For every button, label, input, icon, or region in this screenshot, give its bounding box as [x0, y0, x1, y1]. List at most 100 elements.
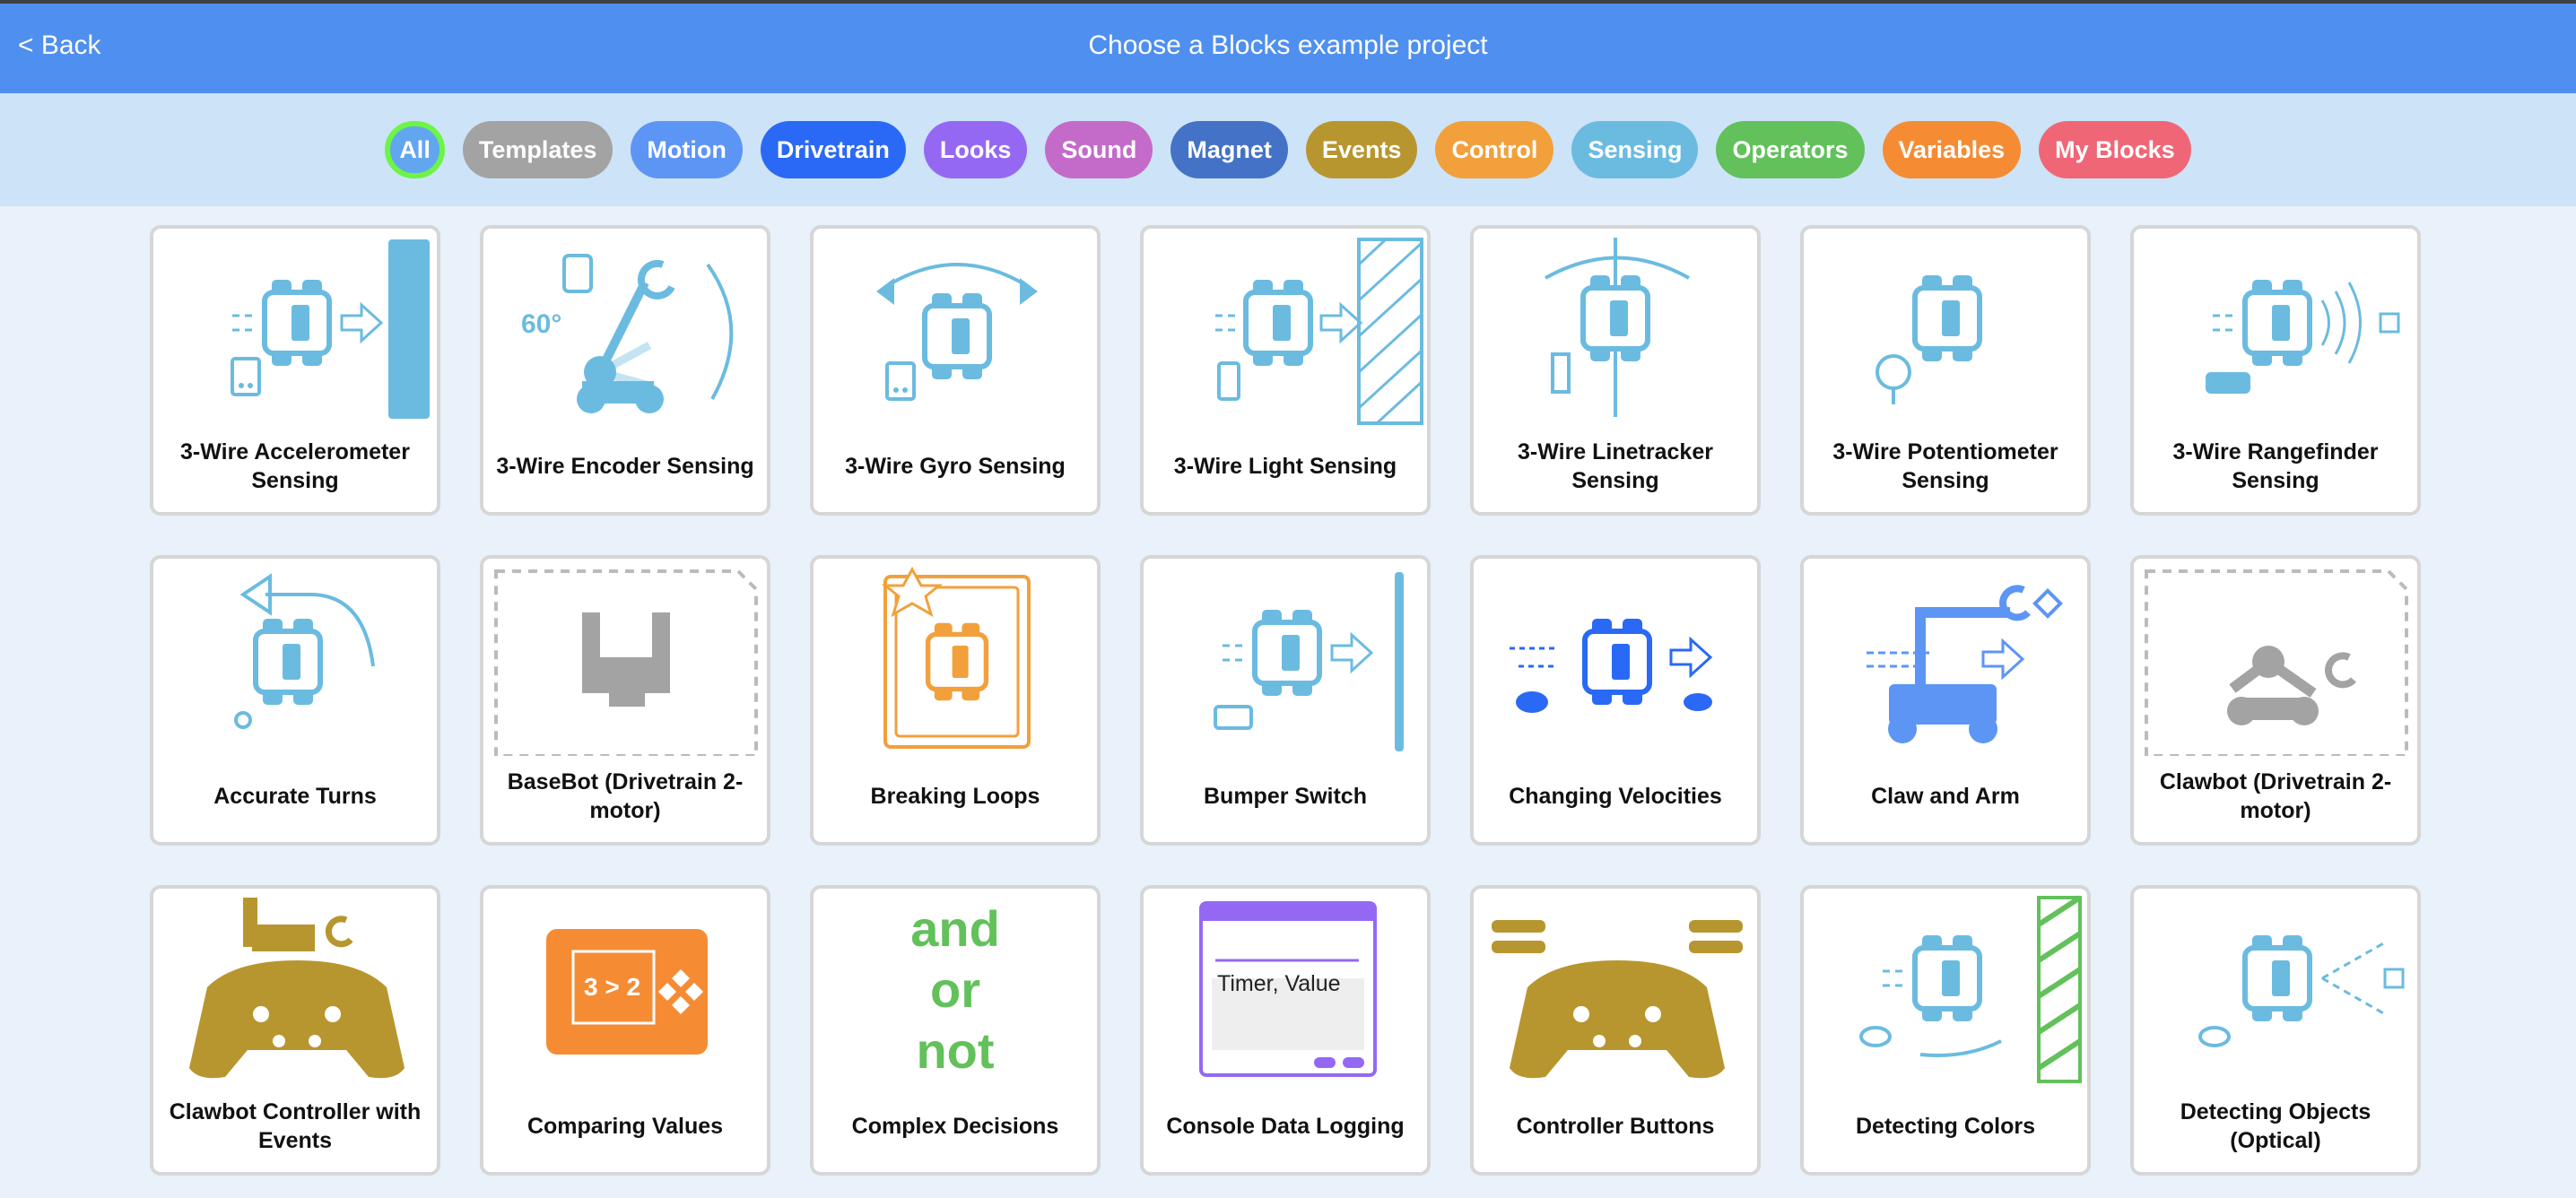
project-card-3-wire-encoder-sensing[interactable]: 60° 3-Wire Encoder Sensing [480, 225, 770, 516]
controller-clawbot-icon [189, 898, 405, 1079]
filter-operators[interactable]: Operators [1716, 121, 1865, 178]
project-card-clawbot-controller-with-events[interactable]: Clawbot Controller with Events [150, 885, 440, 1176]
project-card-label: Controller Buttons [1516, 1114, 1715, 1139]
project-card-changing-velocities[interactable]: Changing Velocities [1470, 555, 1761, 846]
project-card-label: Breaking Loops [870, 784, 1040, 809]
project-card-claw-and-arm[interactable]: Claw and Arm [1800, 555, 2091, 846]
claw-arm-icon [1867, 585, 2063, 743]
robot-knob-icon [1875, 275, 1982, 404]
robot-icon [1580, 275, 1650, 361]
filter-events[interactable]: Events [1305, 121, 1418, 178]
loop-robot-icon [881, 566, 1031, 749]
template-clawbot-icon [2145, 569, 2408, 756]
project-card-label: 3-Wire Encoder Sensing [496, 454, 754, 479]
robot-icon [2242, 935, 2312, 1021]
project-card-label: Comparing Values [527, 1114, 724, 1139]
project-card-label: Bumper Switch [1204, 784, 1367, 809]
project-card-label: BaseBot (Drivetrain 2-motor) [507, 769, 744, 823]
project-card-label: 3-Wire Gyro Sensing [845, 454, 1066, 479]
robot-wall-icon [231, 239, 430, 419]
robot-icon [925, 622, 989, 701]
robot-speed-icon [1510, 619, 1713, 713]
project-card-basebot-drivetrain-2-motor[interactable]: BaseBot (Drivetrain 2-motor) [480, 555, 770, 846]
robot-icon [1243, 280, 1313, 366]
arm-angle-icon [562, 254, 734, 413]
brain-screen-icon [546, 929, 708, 1055]
robot-icon [1912, 935, 1982, 1021]
project-card-label: 3-Wire Accelerometer Sensing [180, 439, 410, 493]
robot-rotate-icon [876, 263, 1038, 401]
robot-icon [1912, 275, 1982, 361]
robot-bumper-icon [1214, 572, 1404, 751]
console-window-icon [1199, 901, 1377, 1077]
project-card-3-wire-accelerometer-sensing[interactable]: 3-Wire Accelerometer Sensing [150, 225, 440, 516]
project-card-label: 3-Wire Linetracker Sensing [1518, 439, 1713, 493]
filter-variables[interactable]: Variables [1882, 121, 2022, 178]
project-card-label: 3-Wire Potentiometer Sensing [1832, 439, 2058, 493]
robot-optical-icon [2198, 935, 2405, 1047]
filter-drivetrain[interactable]: Drivetrain [760, 121, 906, 178]
robot-icon [2242, 280, 2312, 366]
filter-magnet[interactable]: Magnet [1171, 121, 1288, 178]
robot-turn-icon [234, 573, 375, 729]
project-card-complex-decisions[interactable]: and or not Complex Decisions [810, 885, 1101, 1176]
filter-sound[interactable]: Sound [1045, 121, 1153, 178]
project-card-label: Complex Decisions [851, 1114, 1059, 1139]
project-card-accurate-turns[interactable]: Accurate Turns [150, 555, 440, 846]
project-card-label: Claw and Arm [1871, 784, 2020, 809]
filter-sensing[interactable]: Sensing [1571, 121, 1699, 178]
project-card-label: Clawbot Controller with Events [169, 1099, 422, 1153]
sensor-icon [885, 361, 916, 401]
logic-word: and [910, 900, 1000, 957]
project-card-label: Detecting Colors [1855, 1114, 2036, 1139]
robot-icon [1582, 619, 1652, 705]
project-card-breaking-loops[interactable]: Breaking Loops [810, 555, 1101, 846]
project-card-label: Accurate Turns [213, 784, 377, 809]
project-card-3-wire-potentiometer-sensing[interactable]: 3-Wire Potentiometer Sensing [1800, 225, 2091, 516]
controller-icon [1492, 920, 1743, 1079]
project-card-label: Console Data Logging [1166, 1114, 1405, 1139]
back-button[interactable]: < Back [18, 30, 101, 60]
filter-my-blocks[interactable]: My Blocks [2039, 121, 2191, 178]
illustration-text: 60° [521, 309, 562, 339]
category-filter-bar: All Templates Motion Drivetrain Looks Sound Ma… [0, 93, 2576, 206]
header-bar: < Back Choose a Blocks example project [0, 4, 2576, 93]
project-card-3-wire-linetracker-sensing[interactable]: 3-Wire Linetracker Sensing [1470, 225, 1761, 516]
project-card-3-wire-rangefinder-sensing[interactable]: 3-Wire Rangefinder Sensing [2130, 225, 2421, 516]
project-card-label: Changing Velocities [1509, 784, 1722, 809]
example-project-grid: 3-Wire Accelerometer Sensing 60° 3-Wire En… [150, 225, 2421, 1176]
robot-color-icon [1859, 895, 2082, 1083]
robot-icon [253, 619, 323, 705]
sensor-icon [231, 357, 261, 396]
robot-sonar-icon [2206, 280, 2400, 394]
logic-word: not [916, 1022, 995, 1079]
robot-icon [1252, 610, 1322, 696]
project-card-comparing-values[interactable]: 3 > 2 Comparing Values [480, 885, 770, 1176]
filter-all[interactable]: All [385, 121, 445, 178]
robot-hatched-wall-icon [1215, 238, 1423, 425]
project-card-3-wire-light-sensing[interactable]: 3-Wire Light Sensing [1140, 225, 1431, 516]
project-card-bumper-switch[interactable]: Bumper Switch [1140, 555, 1431, 846]
robot-icon [922, 293, 992, 379]
filter-motion[interactable]: Motion [631, 121, 743, 178]
page-title: Choose a Blocks example project [1088, 30, 1488, 60]
project-card-console-data-logging[interactable]: Timer, Value Console Data Logging [1140, 885, 1431, 1176]
project-card-label: 3-Wire Light Sensing [1173, 454, 1397, 479]
template-basebot-icon [494, 569, 758, 756]
project-card-detecting-objects-optical[interactable]: Detecting Objects (Optical) [2130, 885, 2421, 1176]
project-card-label: 3-Wire Rangefinder Sensing [2172, 439, 2379, 493]
filter-control[interactable]: Control [1435, 121, 1554, 178]
project-card-3-wire-gyro-sensing[interactable]: 3-Wire Gyro Sensing [810, 225, 1101, 516]
filter-templates[interactable]: Templates [462, 121, 614, 178]
project-card-label: Detecting Objects (Optical) [2180, 1099, 2371, 1153]
project-card-controller-buttons[interactable]: Controller Buttons [1470, 885, 1761, 1176]
robot-line-icon [1545, 238, 1690, 417]
logic-word: or [930, 961, 980, 1018]
project-card-clawbot-drivetrain-2-motor[interactable]: Clawbot (Drivetrain 2-motor) [2130, 555, 2421, 846]
project-card-detecting-colors[interactable]: Detecting Colors [1800, 885, 2091, 1176]
project-card-label: Clawbot (Drivetrain 2-motor) [2159, 769, 2392, 823]
window-top-strip [0, 0, 2576, 4]
illustration-text: Timer, Value [1217, 971, 1341, 996]
filter-looks[interactable]: Looks [923, 121, 1028, 178]
illustration-text: 3 > 2 [584, 973, 641, 1001]
